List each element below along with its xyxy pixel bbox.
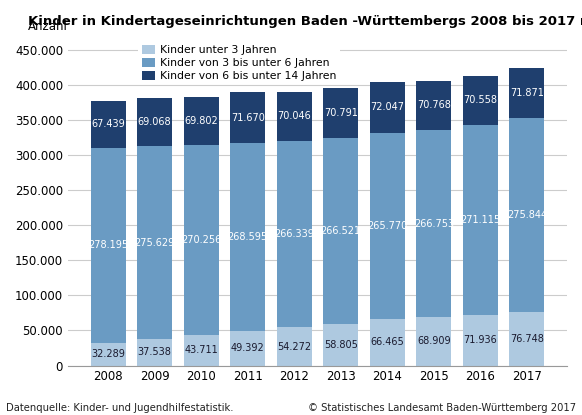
Text: 72.047: 72.047 <box>370 103 404 112</box>
Text: 271.115: 271.115 <box>460 215 501 225</box>
Text: 70.046: 70.046 <box>278 111 311 121</box>
Bar <box>230 331 265 366</box>
Bar <box>416 317 451 366</box>
Text: 70.768: 70.768 <box>417 100 450 110</box>
Text: 270.256: 270.256 <box>181 235 221 245</box>
Text: 68.909: 68.909 <box>417 337 450 347</box>
Text: 71.936: 71.936 <box>463 335 497 345</box>
Text: 278.195: 278.195 <box>88 240 128 250</box>
Text: 32.289: 32.289 <box>91 349 125 359</box>
Text: 49.392: 49.392 <box>231 343 265 353</box>
Text: 71.670: 71.670 <box>231 112 265 122</box>
Bar <box>324 137 358 324</box>
Bar <box>463 125 498 315</box>
Bar <box>91 343 126 366</box>
Bar <box>370 133 404 319</box>
Bar <box>370 82 404 133</box>
Bar <box>277 92 312 141</box>
Bar <box>137 98 172 146</box>
Text: 76.748: 76.748 <box>510 334 544 344</box>
Text: © Statistisches Landesamt Baden-Württemberg 2017: © Statistisches Landesamt Baden-Württemb… <box>308 403 576 413</box>
Bar <box>137 339 172 366</box>
Bar <box>277 141 312 327</box>
Bar <box>184 97 219 146</box>
Text: 69.802: 69.802 <box>184 116 218 126</box>
Legend: Kinder unter 3 Jahren, Kinder von 3 bis unter 6 Jahren, Kinder von 6 bis unter 1: Kinder unter 3 Jahren, Kinder von 3 bis … <box>139 42 339 84</box>
Bar <box>463 76 498 125</box>
Text: Anzahl: Anzahl <box>28 20 68 33</box>
Text: 69.068: 69.068 <box>138 117 172 127</box>
Bar <box>416 81 451 130</box>
Text: 37.538: 37.538 <box>138 347 172 357</box>
Bar <box>184 146 219 335</box>
Text: 43.711: 43.711 <box>184 345 218 355</box>
Text: 70.791: 70.791 <box>324 108 358 118</box>
Text: 275.844: 275.844 <box>507 210 547 220</box>
Text: 268.595: 268.595 <box>228 232 268 242</box>
Bar <box>370 319 404 366</box>
Bar <box>324 88 358 137</box>
Bar <box>509 118 544 312</box>
Text: 67.439: 67.439 <box>91 119 125 129</box>
Bar <box>184 335 219 366</box>
Text: 266.753: 266.753 <box>414 219 454 229</box>
Text: 266.339: 266.339 <box>274 229 314 239</box>
Text: 275.629: 275.629 <box>134 238 175 248</box>
Text: Kinder in Kindertageseinrichtungen Baden -Württembergs 2008 bis 2017 nach dem Al: Kinder in Kindertageseinrichtungen Baden… <box>28 15 582 28</box>
Bar <box>463 315 498 366</box>
Bar <box>137 146 172 339</box>
Bar <box>324 324 358 366</box>
Text: 66.465: 66.465 <box>370 337 404 347</box>
Bar <box>91 148 126 343</box>
Text: 71.871: 71.871 <box>510 88 544 98</box>
Bar <box>91 101 126 148</box>
Text: Datenquelle: Kinder- und Jugendhilfestatistik.: Datenquelle: Kinder- und Jugendhilfestat… <box>6 403 233 413</box>
Text: 266.521: 266.521 <box>321 226 361 236</box>
Text: 58.805: 58.805 <box>324 340 358 350</box>
Bar <box>277 327 312 366</box>
Bar <box>230 143 265 331</box>
Text: 70.558: 70.558 <box>463 95 498 105</box>
Bar <box>230 93 265 143</box>
Text: 265.770: 265.770 <box>367 221 407 231</box>
Text: 54.272: 54.272 <box>277 342 311 352</box>
Bar <box>416 130 451 317</box>
Bar <box>509 68 544 118</box>
Bar <box>509 312 544 366</box>
